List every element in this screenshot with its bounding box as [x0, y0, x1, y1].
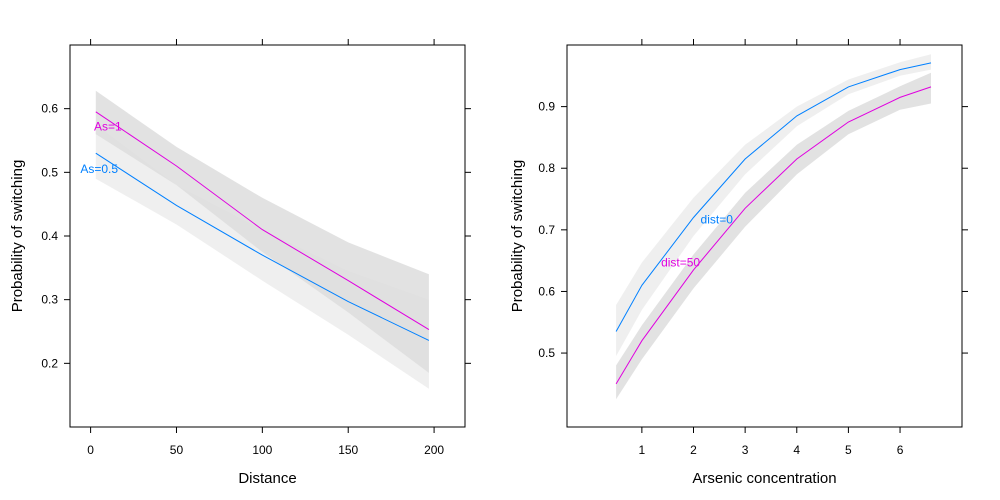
x-tick-label: 0: [87, 443, 94, 457]
x-tick-label: 1: [639, 443, 646, 457]
x-axis-label: Arsenic concentration: [692, 470, 836, 487]
x-tick-label: 5: [845, 443, 852, 457]
y-axis-label: Probability of switching: [509, 160, 526, 313]
series-line-1: [615, 86, 932, 385]
series-line-0: [95, 152, 430, 341]
series-line-1: [95, 111, 430, 331]
plot-frame: [566, 44, 963, 428]
x-tick-label: 200: [424, 443, 444, 457]
x-tick-label: 6: [897, 443, 904, 457]
confidence-band-1: [616, 72, 931, 400]
x-tick-label: 100: [252, 443, 272, 457]
series-label: dist=0: [701, 212, 734, 226]
series-label: As=1: [94, 119, 122, 133]
distance-panel: As=0.5 As=1 0 50 100 150 200 0.2 0.3 0.4 0.5 0.6 Dis…: [9, 39, 471, 487]
x-tick-label: 150: [338, 443, 358, 457]
y-tick-label: 0.9: [538, 100, 555, 114]
confidence-band-0: [95, 124, 429, 389]
arsenic-panel: dist=0 dist=50 1 2 3 4 5 6 0.5 0.6 0.7 0.8 0.9 Arseni…: [509, 39, 968, 487]
y-tick-label: 0.7: [538, 223, 555, 237]
series-label: dist=50: [661, 255, 700, 269]
series-label: As=0.5: [80, 162, 118, 176]
y-tick-label: 0.8: [538, 161, 555, 175]
y-tick-label: 0.4: [41, 229, 58, 243]
y-tick-label: 0.6: [41, 102, 58, 116]
y-axis-label: Probability of switching: [9, 160, 26, 313]
x-tick-label: 2: [690, 443, 697, 457]
series-line-0: [615, 62, 932, 332]
y-tick-label: 0.5: [538, 346, 555, 360]
x-tick-label: 4: [793, 443, 800, 457]
x-axis-label: Distance: [238, 470, 296, 487]
x-tick-label: 3: [742, 443, 749, 457]
y-tick-label: 0.2: [41, 356, 58, 370]
confidence-band-1: [95, 90, 429, 373]
y-tick-label: 0.6: [538, 284, 555, 298]
y-tick-label: 0.5: [41, 165, 58, 179]
x-tick-label: 50: [170, 443, 184, 457]
y-tick-label: 0.3: [41, 293, 58, 307]
